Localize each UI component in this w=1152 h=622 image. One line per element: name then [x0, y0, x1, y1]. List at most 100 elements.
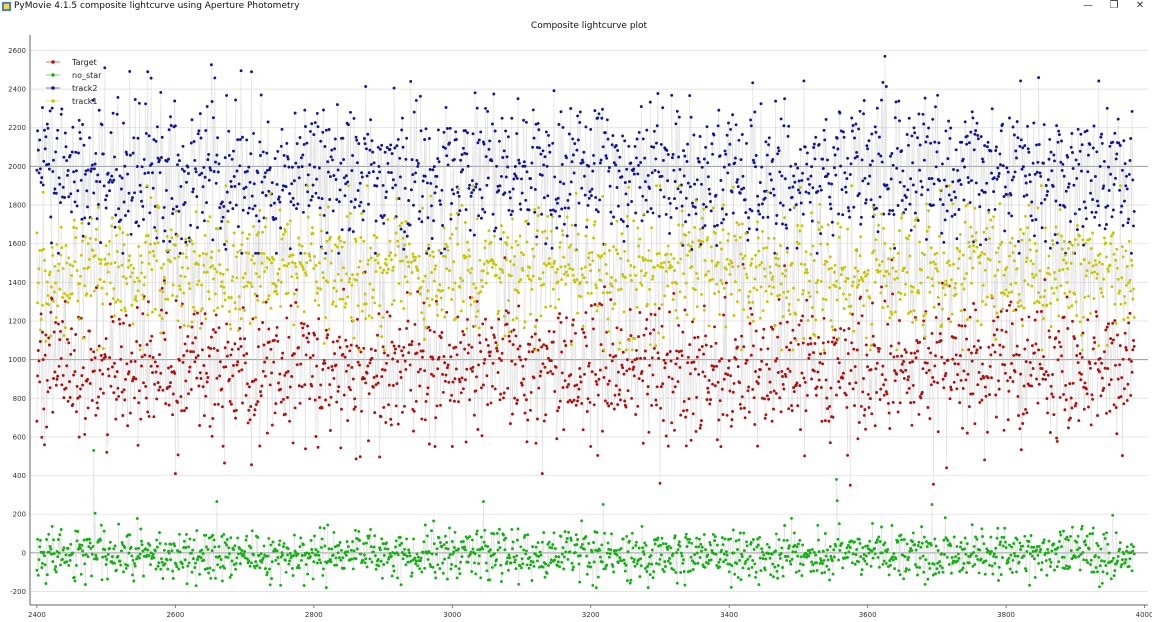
data-point [661, 382, 665, 386]
data-point [820, 419, 824, 423]
data-point [1038, 171, 1042, 175]
data-point [961, 566, 965, 570]
data-point [132, 375, 136, 379]
data-point [652, 570, 656, 574]
data-point [940, 566, 944, 570]
data-point [65, 560, 69, 564]
data-point [227, 546, 231, 550]
data-point [858, 109, 862, 113]
data-point [281, 545, 285, 549]
data-point [36, 374, 40, 378]
data-point [301, 326, 305, 330]
data-point [668, 350, 672, 353]
data-point [113, 361, 116, 365]
data-point [442, 355, 446, 358]
data-point [470, 538, 474, 542]
data-point [560, 371, 564, 375]
data-point [936, 381, 940, 385]
data-point [955, 387, 959, 391]
data-point [741, 262, 745, 266]
data-point [356, 360, 360, 364]
data-point [256, 400, 260, 404]
data-point [463, 548, 467, 552]
data-point [123, 306, 127, 310]
data-point [668, 556, 672, 560]
data-point [749, 353, 753, 357]
data-point [113, 544, 117, 548]
data-point [814, 561, 818, 565]
data-point [708, 192, 712, 196]
data-point [392, 86, 396, 90]
data-point [937, 302, 941, 306]
data-point [868, 174, 872, 178]
restore-button[interactable]: ❐ [1109, 0, 1119, 11]
data-point [924, 140, 928, 144]
data-point [518, 202, 522, 206]
data-point [1061, 162, 1065, 166]
data-point [668, 561, 672, 565]
data-point [315, 364, 319, 368]
data-point [271, 540, 275, 544]
data-point [453, 377, 457, 381]
data-point [541, 565, 545, 569]
data-point [226, 555, 230, 559]
data-point [330, 148, 334, 152]
data-point [354, 457, 358, 461]
data-point [433, 445, 437, 448]
data-point [708, 540, 712, 544]
data-point [171, 283, 175, 287]
data-point [879, 154, 883, 158]
data-point [790, 557, 794, 561]
data-point [88, 257, 91, 261]
data-point [457, 567, 461, 571]
data-point [396, 422, 400, 426]
data-point [344, 369, 348, 373]
data-point [45, 573, 49, 577]
data-point [639, 161, 643, 164]
data-point [697, 537, 701, 541]
data-point [44, 135, 48, 139]
data-point [292, 179, 296, 183]
data-point [943, 516, 947, 520]
data-point [108, 239, 112, 243]
data-point [511, 187, 515, 191]
data-point [875, 106, 879, 110]
data-point [268, 166, 272, 170]
data-point [595, 382, 599, 386]
data-point [43, 443, 46, 447]
data-point [380, 216, 384, 219]
data-point [606, 382, 610, 386]
data-point [728, 389, 732, 393]
data-point [866, 392, 870, 396]
data-point [337, 251, 341, 255]
data-point [799, 201, 803, 205]
data-point [801, 543, 805, 547]
data-point [74, 333, 78, 336]
data-point [715, 564, 719, 567]
data-point [1046, 373, 1050, 377]
data-point [676, 380, 680, 384]
data-point [152, 138, 156, 142]
data-point [688, 94, 692, 98]
data-point [658, 481, 662, 485]
data-point [956, 559, 960, 563]
data-point [113, 375, 117, 379]
data-point [897, 341, 901, 345]
data-point [291, 574, 295, 577]
data-point [989, 535, 993, 539]
data-point [662, 358, 666, 362]
minimize-button[interactable]: — [1083, 0, 1093, 11]
data-point [576, 538, 580, 541]
data-point [1129, 543, 1133, 546]
data-point [754, 165, 757, 169]
data-point [994, 555, 998, 559]
data-point [164, 402, 168, 406]
data-point [1034, 342, 1038, 346]
data-point [225, 538, 229, 541]
data-point [587, 361, 591, 365]
data-point [373, 554, 377, 558]
data-point [888, 427, 892, 430]
data-point [535, 235, 539, 239]
close-button[interactable]: ✕ [1135, 0, 1145, 11]
data-point [562, 428, 566, 432]
